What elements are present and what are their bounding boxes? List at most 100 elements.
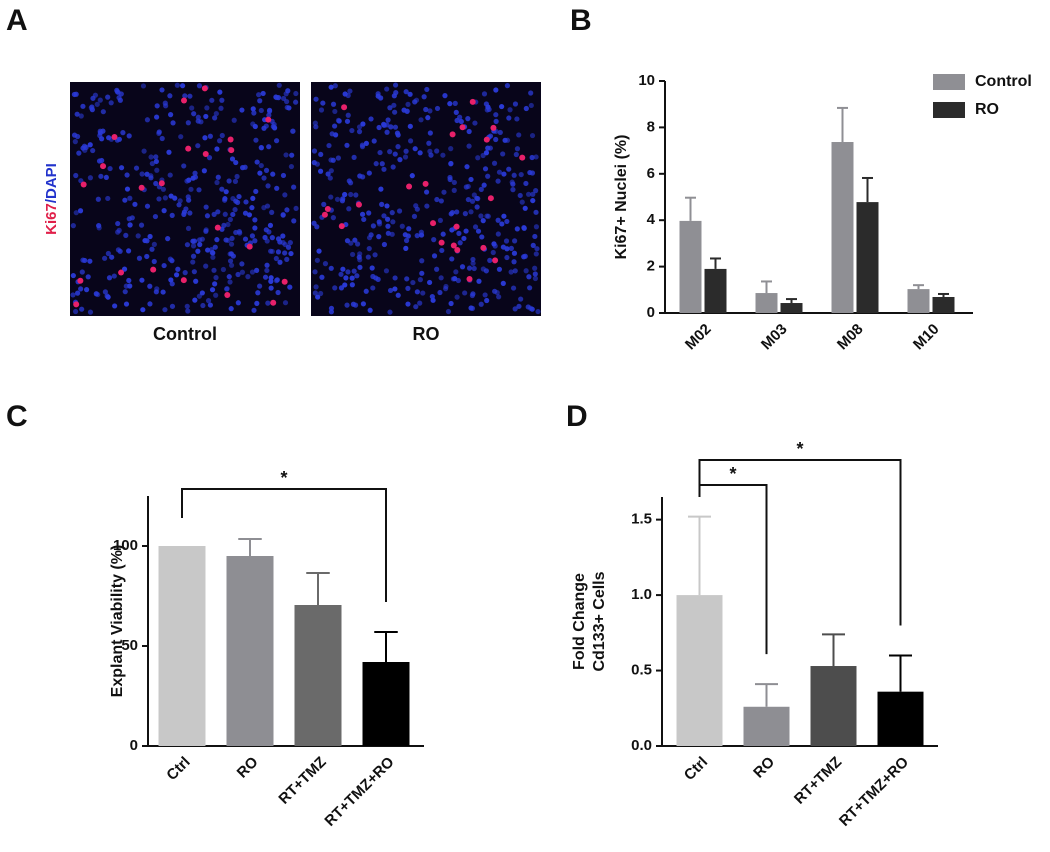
nucleus: [185, 194, 191, 200]
nucleus: [360, 121, 366, 127]
nucleus: [170, 120, 176, 126]
nucleus: [347, 88, 353, 94]
nucleus: [172, 195, 178, 201]
nucleus: [424, 86, 430, 93]
ki67-cell: [438, 239, 445, 246]
nucleus: [379, 161, 385, 167]
legend-swatch: [933, 74, 965, 90]
nucleus: [288, 163, 295, 170]
nucleus: [377, 149, 383, 156]
error-bar: [238, 538, 262, 556]
nucleus: [74, 290, 81, 296]
nucleus: [491, 160, 498, 166]
nucleus: [252, 225, 258, 231]
nucleus: [195, 114, 201, 120]
x-tick-label: RT+TMZ: [791, 754, 845, 808]
nucleus: [516, 132, 522, 138]
nucleus: [399, 223, 405, 229]
nucleus: [402, 232, 408, 238]
nucleus: [521, 225, 527, 231]
nucleus: [318, 151, 324, 158]
bar: [856, 202, 879, 313]
nucleus: [330, 215, 336, 221]
nucleus: [535, 308, 541, 315]
nucleus: [417, 150, 423, 156]
nucleus: [493, 112, 499, 118]
nucleus: [152, 213, 159, 220]
nucleus: [487, 145, 493, 151]
nucleus: [190, 238, 196, 244]
nucleus: [249, 205, 255, 211]
nucleus: [474, 204, 480, 210]
bar: [831, 142, 854, 313]
nucleus: [212, 115, 218, 121]
nucleus: [404, 276, 410, 282]
nucleus: [397, 157, 403, 163]
nucleus: [344, 142, 350, 148]
nucleus: [276, 82, 282, 88]
nucleus: [417, 277, 423, 283]
nucleus: [464, 164, 470, 170]
nucleus: [154, 103, 160, 109]
y-axis-label: Explant Viability (%): [109, 545, 126, 698]
nucleus: [162, 100, 168, 106]
ki67-cell: [73, 301, 80, 308]
nucleus: [173, 272, 180, 278]
nucleus: [139, 277, 145, 283]
nucleus: [222, 197, 228, 203]
nucleus: [282, 300, 289, 306]
ki67-cell: [202, 151, 209, 158]
nucleus: [366, 170, 372, 176]
nucleus: [462, 211, 468, 217]
nucleus: [516, 303, 522, 309]
nucleus: [229, 156, 236, 162]
nucleus: [213, 275, 219, 281]
nucleus: [87, 175, 94, 181]
nucleus: [258, 145, 265, 151]
nucleus: [328, 157, 334, 163]
nucleus: [209, 287, 216, 293]
nucleus: [105, 250, 111, 257]
nucleus: [392, 151, 398, 157]
nucleus: [466, 128, 472, 135]
nucleus: [105, 294, 111, 300]
nucleus: [147, 301, 153, 307]
nucleus: [210, 254, 216, 260]
nucleus: [342, 91, 348, 97]
nucleus: [176, 202, 182, 208]
nucleus: [168, 277, 174, 283]
x-tick-label: RT+TMZ+RO: [836, 753, 912, 829]
nucleus: [487, 257, 493, 264]
nucleus: [339, 198, 346, 204]
nucleus: [212, 244, 218, 250]
nucleus: [144, 117, 151, 123]
nucleus: [314, 224, 320, 230]
nucleus: [390, 219, 396, 225]
nucleus: [74, 111, 80, 117]
nucleus: [443, 286, 449, 292]
nucleus: [529, 154, 535, 161]
nucleus: [147, 233, 153, 240]
nucleus: [102, 255, 108, 261]
nucleus: [508, 245, 514, 251]
x-tick-label: RO: [234, 753, 262, 781]
nucleus: [140, 307, 146, 313]
nucleus: [282, 192, 288, 198]
nucleus: [260, 90, 266, 97]
nucleus: [94, 101, 100, 107]
nucleus: [162, 307, 168, 313]
nucleus: [258, 107, 264, 114]
nucleus: [281, 95, 287, 102]
nucleus: [280, 233, 286, 239]
nucleus: [483, 101, 489, 107]
bar: [907, 289, 930, 313]
nucleus: [135, 233, 141, 239]
ki67-cell: [158, 180, 165, 187]
nucleus: [373, 161, 379, 167]
nucleus: [257, 98, 263, 104]
nucleus: [493, 136, 499, 143]
nucleus: [507, 107, 513, 113]
ki67-cell: [150, 266, 157, 273]
nucleus: [348, 191, 354, 198]
nucleus: [122, 197, 128, 203]
